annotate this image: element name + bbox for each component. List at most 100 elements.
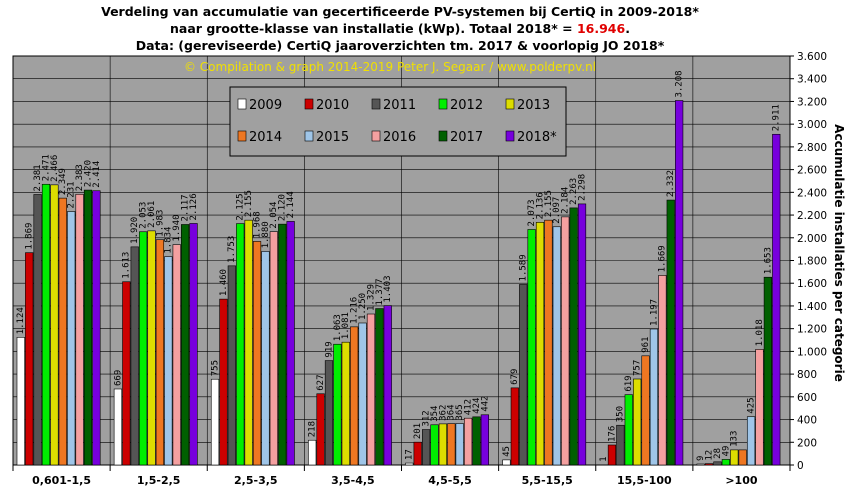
bar-2016-6 xyxy=(561,216,570,466)
bar-2009-3 xyxy=(210,378,220,466)
data-label: 679 xyxy=(510,369,520,385)
legend-swatch xyxy=(505,130,515,142)
bar-2013-8 xyxy=(730,449,739,466)
bar-2017-5 xyxy=(472,416,481,466)
legend-item-2010: 2010 xyxy=(304,98,349,113)
data-label: 17 xyxy=(405,449,415,460)
bar-2016-4 xyxy=(366,313,376,466)
data-label: 2.125 xyxy=(236,193,246,220)
data-label: 1.124 xyxy=(16,307,26,334)
data-label: 627 xyxy=(316,375,326,391)
bar-2009-1 xyxy=(16,337,25,466)
legend-label: 2013 xyxy=(517,98,550,113)
bar-2018-4 xyxy=(383,305,392,466)
data-label: 1.081 xyxy=(341,312,351,339)
bar-2012-8 xyxy=(721,459,730,466)
data-label: 1.329 xyxy=(366,284,376,311)
legend-item-2009: 2009 xyxy=(237,98,282,113)
bar-2017-8 xyxy=(763,276,772,466)
x-tick-label: 2,5-3,5 xyxy=(234,474,278,487)
bar-2012-6 xyxy=(527,229,536,466)
bar-2017-7 xyxy=(666,199,675,466)
data-label: 1.983 xyxy=(155,210,165,237)
data-label: 442 xyxy=(480,396,490,412)
legend-item-2018: 2018* xyxy=(505,130,557,145)
data-label: 1.920 xyxy=(130,217,140,244)
bar-2010-8 xyxy=(704,463,714,466)
legend-item-2012: 2012 xyxy=(438,98,483,113)
bar-2012-7 xyxy=(624,394,633,466)
data-label: 2.332 xyxy=(666,170,676,197)
y-tick-label: 2.800 xyxy=(797,142,827,154)
chart-title-line2: naar grootte-klasse van installatie (kWp… xyxy=(170,21,630,36)
chart-title-line2-suffix: . xyxy=(625,21,630,36)
y-axis-title: Accumulatie installaties per categorie xyxy=(832,124,846,382)
bar-2017-2 xyxy=(181,224,190,466)
data-label: 2.349 xyxy=(58,168,68,195)
credit-line: © Compilation & graph 2014-2019 Peter J.… xyxy=(184,60,596,74)
bar-2018-2 xyxy=(189,223,198,466)
bar-2009-8 xyxy=(696,463,705,466)
bar-2016-8 xyxy=(755,349,764,466)
data-label: 354 xyxy=(430,406,440,422)
data-label: 1.403 xyxy=(383,276,393,303)
legend-item-2016: 2016 xyxy=(371,130,416,145)
x-tick-label: 5,5-15,5 xyxy=(522,474,573,487)
data-label: 1.669 xyxy=(658,245,668,272)
legend-item-2014: 2014 xyxy=(237,130,282,145)
bar-2015-2 xyxy=(164,256,173,466)
x-axis: 0,601-1,5 1,5-2,5 2,5-3,5 3,5-4,5 4,5-5,5 5,5… xyxy=(12,465,791,487)
bar-2016-5 xyxy=(463,417,473,466)
y-tick-label: 1.200 xyxy=(797,324,827,336)
y-axis: 0 200 400 600 800 1.000 1.200 1.400 1.600 1.800 2.… xyxy=(789,51,827,472)
bars xyxy=(16,100,781,466)
data-label: 12 xyxy=(704,450,714,461)
y-tick-label: 2.200 xyxy=(797,210,827,222)
bar-2011-5 xyxy=(421,429,431,466)
bar-2014-6 xyxy=(544,219,553,466)
data-label: 1.250 xyxy=(358,293,368,320)
total-2018-value: 16.946 xyxy=(577,21,626,36)
data-label: 2.263 xyxy=(569,178,579,205)
data-label: 28 xyxy=(713,448,723,459)
data-label: 1.063 xyxy=(333,314,343,341)
data-label: 1.377 xyxy=(375,278,385,305)
data-label: 2.471 xyxy=(41,154,51,181)
data-label: 2.097 xyxy=(552,197,562,224)
data-label: 2.184 xyxy=(561,187,571,214)
bar-2014-3 xyxy=(252,241,262,466)
data-label: 2.298 xyxy=(577,174,587,201)
bar-2014-7 xyxy=(641,355,650,466)
legend-swatch xyxy=(237,98,247,110)
bar-2010-2 xyxy=(122,281,131,466)
data-label: 2.126 xyxy=(189,193,199,220)
legend-label: 2016 xyxy=(383,130,416,145)
data-label: 1.613 xyxy=(122,252,132,279)
chart-title-line2-prefix: naar grootte-klasse van installatie (kWp… xyxy=(170,21,577,36)
legend-swatch xyxy=(237,130,247,142)
bar-2015-5 xyxy=(455,423,464,466)
bar-2013-7 xyxy=(633,378,642,466)
x-tick-label: 3,5-4,5 xyxy=(331,474,375,487)
y-tick-label: 3.400 xyxy=(797,74,827,86)
data-label: 2.155 xyxy=(544,190,554,217)
data-label: 961 xyxy=(641,337,651,353)
y-tick-label: 1.000 xyxy=(797,346,827,358)
bar-2012-1 xyxy=(41,183,51,466)
x-tick-label: 1,5-2,5 xyxy=(137,474,181,487)
bar-2013-5 xyxy=(438,423,448,466)
data-label: 2.381 xyxy=(33,164,43,191)
data-label: 350 xyxy=(616,406,626,422)
legend: 2009 2010 2011 2012 2013 2014 2015 2016 2017 2018… xyxy=(229,86,567,157)
bar-2014-5 xyxy=(447,423,456,466)
bar-2016-7 xyxy=(658,275,667,466)
legend-item-2015: 2015 xyxy=(304,130,349,145)
data-label: 1.880 xyxy=(261,221,271,248)
bar-2018-5 xyxy=(480,414,490,466)
data-label: 2.911 xyxy=(772,104,782,131)
data-label: 2.054 xyxy=(269,202,279,229)
legend-item-2013: 2013 xyxy=(505,98,550,113)
bar-2013-4 xyxy=(341,341,350,466)
bar-2011-7 xyxy=(616,424,625,466)
bar-2010-3 xyxy=(219,298,228,466)
